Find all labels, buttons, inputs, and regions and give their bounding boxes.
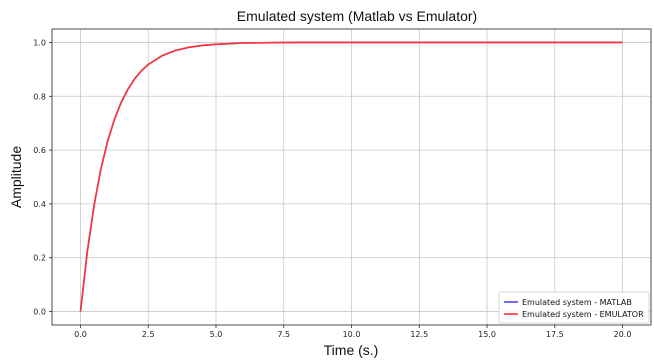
y-tick-label: 0.4 (33, 200, 46, 209)
y-tick-label: 0.8 (33, 92, 46, 101)
x-tick-label: 17.5 (546, 330, 564, 339)
x-axis-label: Time (s.) (324, 342, 379, 358)
x-tick-label: 7.5 (277, 330, 290, 339)
chart-title: Emulated system (Matlab vs Emulator) (237, 8, 477, 24)
y-axis-label: Amplitude (8, 146, 24, 208)
y-tick-label: 0.2 (33, 254, 46, 263)
y-ticks: 0.0 0.2 0.4 0.6 0.8 1.0 (33, 38, 52, 317)
y-tick-label: 0.0 (33, 308, 46, 317)
legend-entry: Emulated system - EMULATOR (522, 310, 644, 319)
legend-entry: Emulated system - MATLAB (522, 298, 632, 307)
x-tick-label: 0.0 (74, 330, 87, 339)
x-tick-label: 15.0 (478, 330, 496, 339)
x-tick-label: 12.5 (410, 330, 428, 339)
x-tick-label: 10.0 (343, 330, 361, 339)
series-group (79, 41, 623, 312)
legend: Emulated system - MATLAB Emulated system … (498, 291, 650, 324)
y-tick-label: 1.0 (33, 38, 46, 47)
grid (52, 29, 651, 325)
x-tick-label: 20.0 (614, 330, 632, 339)
x-ticks: 0.0 2.5 5.0 7.5 10.0 12.5 15.0 17.5 20.0 (74, 325, 631, 339)
series-line-emulator (79, 41, 623, 312)
legend-box (498, 291, 650, 324)
x-tick-label: 2.5 (142, 330, 155, 339)
x-tick-label: 5.0 (210, 330, 223, 339)
y-tick-label: 0.6 (33, 146, 46, 155)
